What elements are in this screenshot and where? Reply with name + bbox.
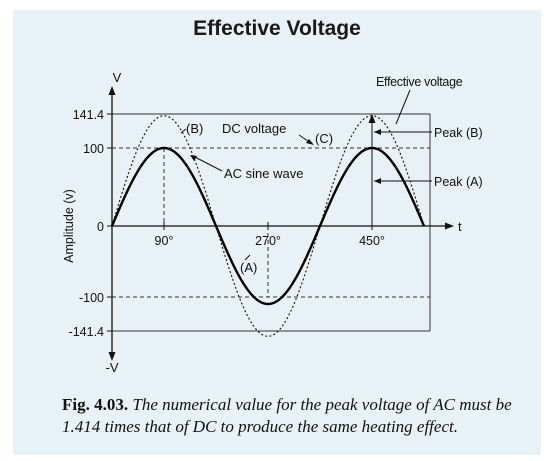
x-axis-arrow <box>445 222 454 230</box>
x-tick-label: 270° <box>255 234 281 248</box>
peak-b-arrowhead <box>374 129 381 135</box>
x-tick-label: 450° <box>359 234 385 248</box>
figure-caption: Fig. 4.03. The numerical value for the p… <box>62 394 532 438</box>
y-axis-arrow-down <box>108 352 116 361</box>
x-axis-label: t <box>458 219 462 234</box>
y-tick-label: 0 <box>97 220 104 234</box>
y-tick-label: -100 <box>79 291 104 305</box>
peak-b-label: Peak (B) <box>434 126 483 140</box>
c-marker-label: (C) <box>315 131 333 146</box>
effective-voltage-label: Effective voltage <box>376 75 463 89</box>
page-title: Effective Voltage <box>193 17 361 40</box>
figure-panel <box>13 10 541 455</box>
ac-sine-wave-label: AC sine wave <box>224 166 303 181</box>
y-axis-top-label: V <box>113 70 122 85</box>
a-marker-leader <box>244 254 251 261</box>
y-tick-label: 141.4 <box>73 108 104 122</box>
y-tick-label: 100 <box>83 142 104 156</box>
ac-sine-wave-arrowhead <box>190 155 197 161</box>
y-tick-label: -141.4 <box>69 325 104 339</box>
y-axis-arrow-up <box>108 86 116 95</box>
peak-a-label: Peak (A) <box>434 175 483 189</box>
ac-sine-wave-leader <box>192 155 223 172</box>
x-tick-label: 90° <box>155 234 174 248</box>
caption-text: The numerical value for the peak voltage… <box>62 395 512 436</box>
y-axis-title: Amplitude (v) <box>62 189 76 263</box>
b-marker-label: (B) <box>186 121 203 136</box>
effective-voltage-leader <box>395 89 411 125</box>
peak-vertical-arrowhead <box>368 114 376 123</box>
peak-a-arrowhead <box>374 178 381 184</box>
y-axis-bottom-label: -V <box>106 360 119 375</box>
a-marker-label: (A) <box>240 260 257 275</box>
caption-figure-number: Fig. 4.03. <box>62 395 129 414</box>
dc-voltage-arrowhead <box>306 139 314 145</box>
b-marker-leader <box>180 128 187 134</box>
dc-voltage-label: DC voltage <box>222 121 286 136</box>
